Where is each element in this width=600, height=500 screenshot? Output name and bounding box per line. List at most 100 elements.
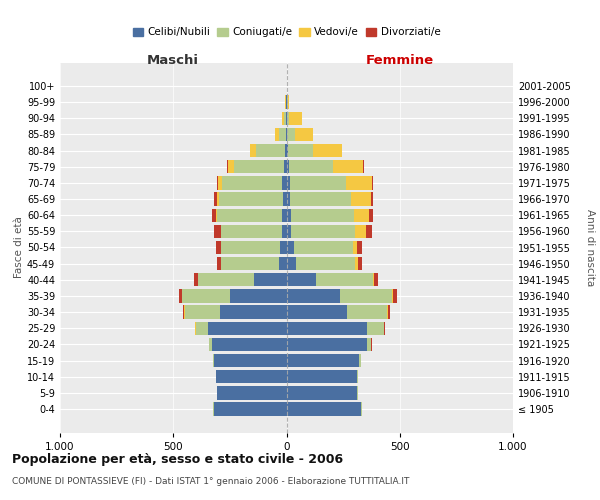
Bar	[289, 144, 313, 157]
Legend: Celibi/Nubili, Coniugati/e, Vedovi/e, Divorziati/e: Celibi/Nubili, Coniugati/e, Vedovi/e, Di…	[128, 24, 445, 42]
Bar	[373, 273, 374, 286]
Bar	[359, 354, 361, 367]
Bar	[196, 322, 208, 335]
Bar	[287, 338, 367, 351]
Bar	[275, 128, 279, 141]
Bar	[296, 257, 355, 270]
Bar	[370, 208, 373, 222]
Bar	[221, 257, 279, 270]
Bar	[287, 112, 289, 125]
Bar	[287, 224, 292, 238]
Bar	[179, 290, 182, 302]
Bar	[214, 224, 221, 238]
Bar	[217, 176, 218, 190]
Bar	[223, 176, 283, 190]
Bar	[289, 160, 334, 173]
Bar	[283, 208, 287, 222]
Bar	[392, 290, 393, 302]
Bar	[254, 273, 287, 286]
Bar	[371, 192, 373, 205]
Bar	[284, 144, 287, 157]
Bar	[217, 208, 283, 222]
Bar	[340, 290, 392, 302]
Bar	[366, 224, 372, 238]
Bar	[217, 257, 221, 270]
Bar	[294, 241, 353, 254]
Bar	[280, 241, 287, 254]
Bar	[287, 96, 289, 108]
Bar	[216, 370, 287, 384]
Bar	[221, 224, 281, 238]
Bar	[353, 241, 357, 254]
Bar	[287, 192, 290, 205]
Bar	[214, 192, 217, 205]
Bar	[355, 257, 358, 270]
Bar	[286, 128, 287, 141]
Bar	[198, 273, 254, 286]
Bar	[367, 338, 371, 351]
Bar	[287, 144, 289, 157]
Bar	[287, 322, 367, 335]
Bar	[287, 402, 361, 415]
Bar	[281, 224, 287, 238]
Bar	[287, 208, 290, 222]
Bar	[358, 257, 362, 270]
Text: COMUNE DI PONTASSIEVE (FI) - Dati ISTAT 1° gennaio 2006 - Elaborazione TUTTITALI: COMUNE DI PONTASSIEVE (FI) - Dati ISTAT …	[12, 478, 409, 486]
Bar	[287, 257, 296, 270]
Bar	[290, 176, 346, 190]
Bar	[183, 306, 184, 318]
Bar	[212, 338, 287, 351]
Bar	[287, 306, 347, 318]
Bar	[182, 290, 230, 302]
Bar	[194, 273, 198, 286]
Bar	[212, 208, 216, 222]
Bar	[230, 290, 287, 302]
Bar	[295, 128, 313, 141]
Bar	[287, 273, 316, 286]
Bar	[287, 386, 357, 400]
Bar	[283, 192, 287, 205]
Y-axis label: Anni di nascita: Anni di nascita	[584, 209, 595, 286]
Bar	[215, 370, 216, 384]
Bar	[388, 306, 389, 318]
Bar	[218, 176, 223, 190]
Bar	[287, 370, 357, 384]
Bar	[363, 160, 364, 173]
Bar	[221, 241, 280, 254]
Bar	[357, 241, 362, 254]
Bar	[290, 208, 354, 222]
Bar	[283, 176, 287, 190]
Bar	[216, 241, 221, 254]
Bar	[287, 241, 294, 254]
Bar	[217, 386, 287, 400]
Bar	[227, 160, 234, 173]
Bar	[287, 160, 289, 173]
Bar	[287, 354, 359, 367]
Bar	[209, 338, 212, 351]
Bar	[279, 257, 287, 270]
Bar	[219, 192, 283, 205]
Bar	[287, 290, 340, 302]
Bar	[351, 192, 371, 205]
Bar	[290, 192, 351, 205]
Bar	[250, 144, 256, 157]
Bar	[289, 112, 302, 125]
Bar	[284, 112, 286, 125]
Text: Popolazione per età, sesso e stato civile - 2006: Popolazione per età, sesso e stato civil…	[12, 452, 343, 466]
Bar	[287, 176, 290, 190]
Bar	[346, 176, 373, 190]
Bar	[361, 402, 362, 415]
Bar	[347, 306, 387, 318]
Bar	[213, 354, 214, 367]
Bar	[185, 306, 220, 318]
Bar	[234, 160, 284, 173]
Bar	[220, 306, 287, 318]
Y-axis label: Fasce di età: Fasce di età	[14, 216, 24, 278]
Bar	[214, 354, 287, 367]
Bar	[214, 402, 287, 415]
Bar	[287, 128, 295, 141]
Bar	[217, 192, 219, 205]
Bar	[292, 224, 355, 238]
Bar	[374, 273, 379, 286]
Bar	[354, 208, 370, 222]
